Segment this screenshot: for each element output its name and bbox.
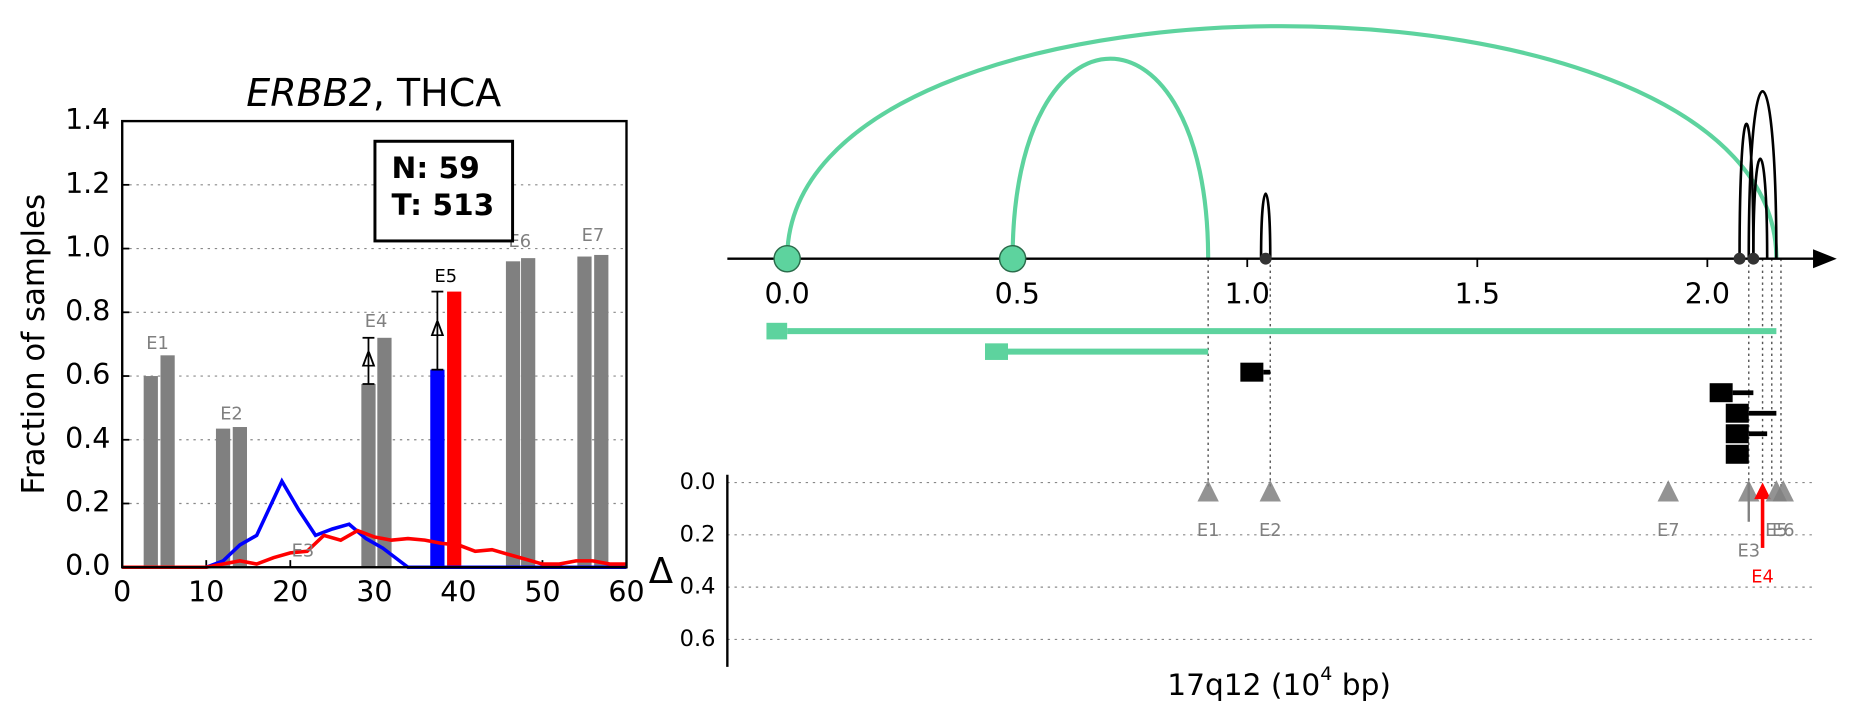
chart-title: ERBB2, THCA — [246, 70, 501, 114]
title-gene: ERBB2 — [246, 70, 373, 114]
exon-label: E4 — [365, 311, 388, 332]
y-tick-label: 0.6 — [680, 626, 716, 652]
title-rest: , THCA — [373, 70, 501, 114]
junction-arc — [1747, 89, 1778, 259]
y-tick-label: 0.2 — [65, 486, 110, 519]
bar — [361, 384, 376, 568]
x-tick-label: 10 — [188, 575, 224, 608]
x-tick-label: 0.5 — [995, 278, 1040, 311]
x-label-sup: 4 — [1320, 663, 1332, 685]
transcript-box — [1725, 403, 1749, 423]
exon-label: E2 — [1259, 520, 1282, 541]
exon-marker — [1259, 480, 1281, 502]
axis-arrow — [1813, 249, 1837, 269]
transcript-box — [1725, 444, 1749, 464]
bar — [143, 376, 158, 568]
exon-marker — [1657, 480, 1679, 502]
transcript-box — [766, 322, 788, 340]
x-tick-label: 40 — [440, 575, 476, 608]
junction-arc — [1259, 192, 1272, 259]
bar — [430, 369, 445, 568]
legend-text: T: 513 — [392, 187, 495, 222]
delta-label: Δ — [362, 347, 376, 371]
transcript-box — [1240, 362, 1264, 382]
x-tick-label: 60 — [608, 575, 644, 608]
y-tick-label: 0.0 — [680, 469, 716, 495]
exon-label: E3 — [1737, 540, 1760, 561]
junction-dot — [1259, 252, 1272, 265]
bar — [447, 291, 462, 568]
delta-label: Δ — [430, 317, 444, 341]
legend-text: N: 59 — [392, 150, 480, 185]
transcript-box — [1709, 383, 1733, 403]
x-tick-label: 1.5 — [1455, 278, 1500, 311]
exon-label: E2 — [220, 403, 243, 424]
bar — [160, 355, 175, 568]
plot-frame — [121, 119, 628, 569]
y-tick-label: 0.6 — [65, 358, 110, 391]
junction-arc — [785, 24, 1779, 259]
splice-node — [998, 244, 1027, 273]
junction-arc — [1752, 157, 1769, 259]
y-tick-label: 0.2 — [680, 521, 716, 547]
exon-label: E7 — [1657, 520, 1680, 541]
bar — [377, 337, 392, 568]
y-tick-label: 1.2 — [65, 167, 110, 200]
exon-label: E4 — [1751, 567, 1774, 588]
exon-label: E5 — [1765, 520, 1788, 541]
exon-label: E3 — [292, 540, 315, 561]
x-tick-label: 20 — [272, 575, 308, 608]
bar — [232, 427, 247, 568]
y-axis-label: Δ — [649, 551, 674, 592]
x-tick-label: 0.0 — [765, 278, 810, 311]
junction-dot — [1733, 252, 1746, 265]
transcript-box — [985, 343, 1009, 360]
y-tick-label: 0.0 — [65, 549, 110, 582]
x-tick-label: 1.0 — [1225, 278, 1270, 311]
x-tick-label: 2.0 — [1685, 278, 1730, 311]
exon-marker — [1772, 480, 1794, 502]
x-tick-label: 30 — [356, 575, 392, 608]
splice-node — [773, 244, 801, 273]
x-axis-label: 17q12 (104 bp) — [1167, 663, 1391, 702]
x-label-unit: bp) — [1332, 666, 1391, 701]
legend-box — [373, 139, 515, 243]
bar — [594, 254, 609, 568]
junction-dot — [1747, 252, 1760, 265]
exon-label: E5 — [435, 266, 458, 287]
junction-arc — [1738, 122, 1755, 259]
y-tick-label: 0.8 — [65, 294, 110, 327]
bar — [215, 428, 231, 568]
exon-label: E7 — [582, 225, 605, 246]
y-axis-label: Fraction of samples — [16, 194, 52, 495]
transcript-box — [1725, 424, 1749, 444]
x-tick-label: 50 — [524, 575, 560, 608]
exon-label: E1 — [146, 333, 169, 354]
bar — [577, 256, 592, 568]
x-label-main: 17q12 (10 — [1167, 666, 1320, 701]
bar — [505, 261, 521, 568]
bar — [521, 258, 536, 568]
y-tick-label: 0.4 — [65, 422, 110, 455]
exon-marker — [1197, 480, 1219, 502]
x-tick-label: 0 — [113, 575, 131, 608]
junction-arc — [1010, 56, 1211, 259]
exon-label: E6 — [508, 231, 531, 252]
y-tick-label: 1.4 — [65, 103, 110, 136]
delta-arrow — [1754, 482, 1771, 500]
y-tick-label: 0.4 — [680, 574, 716, 600]
exon-label: E6 — [1772, 520, 1795, 541]
y-tick-label: 1.0 — [65, 231, 110, 264]
exon-label: E1 — [1197, 520, 1220, 541]
